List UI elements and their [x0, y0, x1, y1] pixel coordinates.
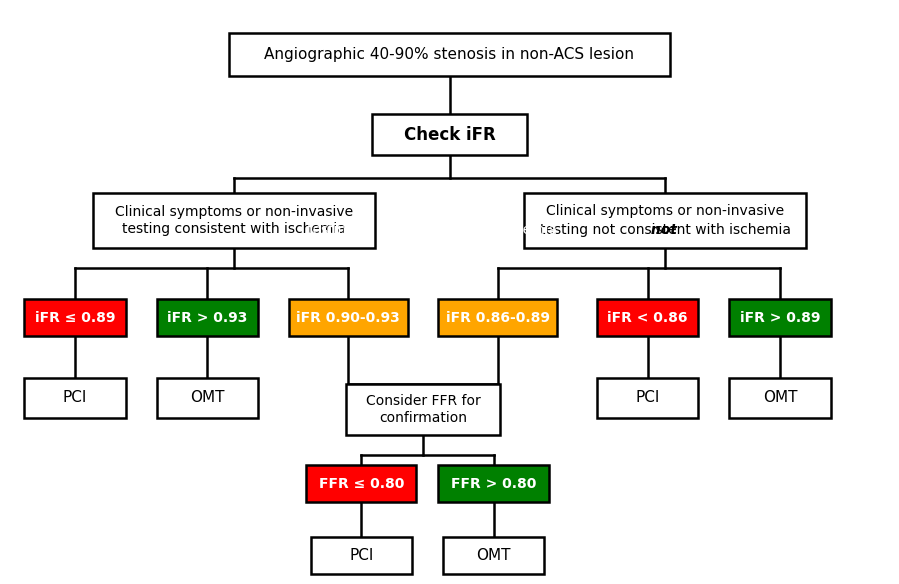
Text: PCI: PCI: [636, 390, 660, 405]
FancyBboxPatch shape: [93, 193, 375, 248]
FancyBboxPatch shape: [229, 33, 670, 76]
Text: iFR < 0.86: iFR < 0.86: [608, 311, 688, 325]
FancyBboxPatch shape: [439, 465, 548, 502]
Text: PCI: PCI: [349, 548, 374, 563]
Text: Check iFR: Check iFR: [404, 126, 495, 144]
Text: OMT: OMT: [762, 390, 797, 405]
Text: testing not consistent with ischemia: testing not consistent with ischemia: [540, 223, 791, 237]
FancyBboxPatch shape: [289, 299, 407, 336]
FancyBboxPatch shape: [307, 465, 416, 502]
FancyBboxPatch shape: [729, 378, 831, 418]
FancyBboxPatch shape: [346, 384, 500, 435]
Text: iFR 0.90-0.93: iFR 0.90-0.93: [297, 311, 400, 325]
FancyBboxPatch shape: [443, 537, 544, 574]
Text: not: not: [645, 223, 676, 237]
Text: iFR > 0.93: iFR > 0.93: [167, 311, 247, 325]
Text: PCI: PCI: [63, 390, 87, 405]
FancyBboxPatch shape: [24, 299, 126, 336]
FancyBboxPatch shape: [311, 537, 412, 574]
FancyBboxPatch shape: [156, 378, 258, 418]
Text: OMT: OMT: [476, 548, 511, 563]
FancyBboxPatch shape: [524, 193, 806, 248]
Text: OMT: OMT: [190, 390, 225, 405]
FancyBboxPatch shape: [156, 299, 258, 336]
FancyBboxPatch shape: [597, 299, 699, 336]
FancyBboxPatch shape: [24, 378, 126, 418]
FancyBboxPatch shape: [372, 114, 527, 155]
Text: Angiographic 40-90% stenosis in non-ACS lesion: Angiographic 40-90% stenosis in non-ACS …: [264, 47, 635, 62]
Text: Clinical symptoms or non-invasive: Clinical symptoms or non-invasive: [547, 204, 785, 218]
FancyBboxPatch shape: [439, 299, 557, 336]
Text: FFR > 0.80: FFR > 0.80: [451, 477, 536, 491]
Text: iFR 0.86-0.89: iFR 0.86-0.89: [446, 311, 550, 325]
Text: testing       consistent with ischemia: testing consistent with ischemia: [307, 223, 556, 237]
FancyBboxPatch shape: [729, 299, 831, 336]
Text: Consider FFR for
confirmation: Consider FFR for confirmation: [366, 394, 480, 425]
FancyBboxPatch shape: [597, 378, 699, 418]
Text: iFR ≤ 0.89: iFR ≤ 0.89: [35, 311, 115, 325]
Text: iFR > 0.89: iFR > 0.89: [740, 311, 820, 325]
Text: FFR ≤ 0.80: FFR ≤ 0.80: [319, 477, 404, 491]
Text: Clinical symptoms or non-invasive
testing consistent with ischemia: Clinical symptoms or non-invasive testin…: [114, 205, 352, 236]
